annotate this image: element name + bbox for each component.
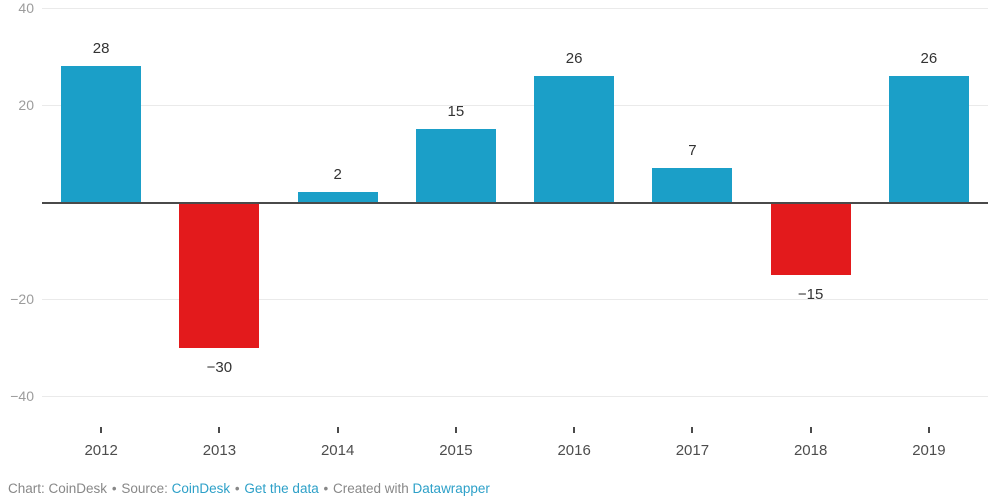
source-label: Source: [121,481,168,496]
chart-credit: Chart: CoinDesk [8,481,108,496]
source-link[interactable]: CoinDesk [171,481,231,496]
bar-value-label: 7 [688,142,697,160]
x-axis-label: 2014 [320,442,355,459]
separator: • [323,481,329,496]
created-with-label: Created with [332,481,409,496]
gridline [42,7,988,9]
x-axis-label: 2013 [202,442,237,459]
bar-value-label: 2 [333,166,342,184]
x-axis-tick [454,427,457,433]
bar-2013[interactable] [179,204,260,348]
x-axis-tick [573,427,576,433]
y-axis-tick-label: −40 [10,388,34,404]
x-axis-tick [336,427,339,433]
gridline [42,298,988,300]
x-axis-label: 2012 [84,442,118,459]
x-axis-tick [691,427,694,433]
bar-value-label: 15 [447,103,465,121]
y-axis-tick-label: 40 [18,0,34,16]
get-the-data-link[interactable]: Get the data [244,481,319,496]
separator: • [234,481,240,496]
y-axis-tick-label: 20 [18,97,34,113]
x-axis-label: 2019 [912,442,946,459]
bar-value-label: 26 [565,49,583,67]
separator: • [111,481,117,496]
bar-2018[interactable] [770,204,851,275]
x-axis-label: 2017 [675,442,710,459]
y-axis-tick-label: −20 [10,291,34,307]
attribution-footer: Chart: CoinDesk • Source: CoinDesk • Get… [8,480,992,498]
bar-2014[interactable] [297,192,378,202]
bar-2015[interactable] [415,129,496,202]
gridline [42,104,988,106]
bar-value-label: −30 [206,358,233,376]
bar-2016[interactable] [534,75,615,202]
bar-2012[interactable] [61,66,142,202]
bar-2017[interactable] [652,168,733,202]
x-axis-label: 2018 [793,442,828,459]
bar-2019[interactable] [888,75,969,202]
bar-value-label: 28 [92,40,110,58]
x-axis-label: 2016 [557,442,591,459]
bar-value-label: −15 [797,285,824,303]
x-axis-tick [927,427,930,433]
x-axis-tick [809,427,812,433]
x-axis-tick [100,427,103,433]
zero-baseline [42,202,988,204]
gridline [42,395,988,397]
datawrapper-link[interactable]: Datawrapper [412,481,490,496]
bar-value-label: 26 [920,49,938,67]
x-axis-label: 2015 [439,442,473,459]
x-axis-tick [218,427,221,433]
